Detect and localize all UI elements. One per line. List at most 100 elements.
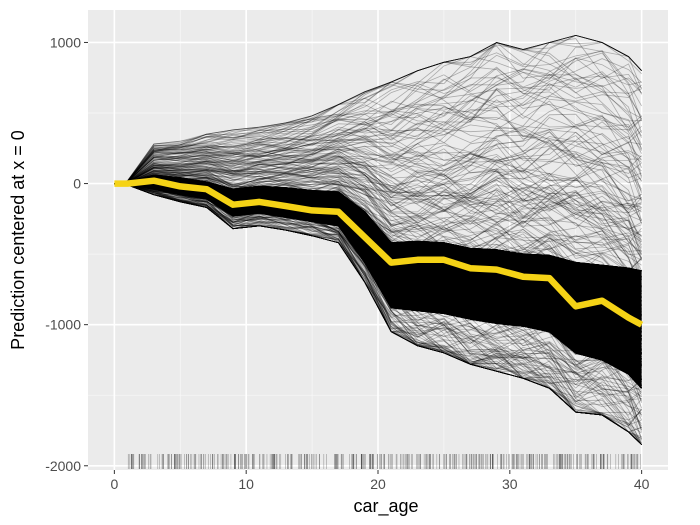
- ice-line: [114, 166, 642, 306]
- ice-line: [114, 134, 642, 184]
- ice-line: [114, 183, 642, 445]
- ice-line: [114, 68, 642, 184]
- ice-line: [114, 148, 642, 195]
- x-tick-label: 20: [370, 476, 386, 492]
- ice-line: [114, 183, 642, 439]
- ice-line: [114, 183, 642, 441]
- ice-line: [114, 78, 642, 184]
- ice-line: [114, 183, 642, 445]
- ice-lines: [114, 34, 643, 445]
- ice-line: [114, 162, 642, 242]
- ice-line: [114, 160, 642, 259]
- x-axis: 0 10 20 30 40: [110, 470, 650, 492]
- ice-line: [114, 89, 642, 184]
- ice-line: [114, 41, 642, 184]
- ice-line: [114, 121, 642, 224]
- y-axis-title: Prediction centered at x = 0: [8, 130, 28, 350]
- ice-line: [114, 118, 642, 184]
- ice-line: [114, 121, 642, 184]
- ice-line: [114, 74, 642, 184]
- ice-line: [114, 165, 642, 249]
- ice-line: [114, 183, 642, 398]
- ice-line: [114, 50, 642, 184]
- ice-line: [114, 160, 642, 281]
- ice-line: [114, 183, 642, 445]
- ice-line: [114, 183, 642, 384]
- ice-line: [114, 173, 642, 258]
- ice-line: [114, 131, 642, 202]
- ice-line: [114, 183, 642, 445]
- ice-line: [114, 183, 642, 445]
- ice-line: [114, 134, 642, 213]
- ice-line: [114, 157, 642, 231]
- ice-line: [114, 183, 642, 438]
- ice-line: [114, 42, 642, 184]
- ice-line: [114, 162, 642, 214]
- ice-line: [114, 77, 642, 184]
- ice-line: [114, 167, 642, 227]
- ice-line: [114, 125, 642, 200]
- ice-line: [114, 144, 642, 184]
- ice-line: [114, 183, 642, 445]
- x-tick-label: 10: [238, 476, 254, 492]
- ice-line: [114, 183, 642, 368]
- ice-line: [114, 183, 642, 396]
- ice-line: [114, 143, 642, 184]
- ice-line: [114, 183, 642, 445]
- y-tick-label: -2000: [45, 458, 81, 474]
- ice-line: [114, 168, 642, 226]
- ice-line: [114, 140, 642, 246]
- pdp-series-line: [114, 177, 644, 328]
- ice-line: [114, 42, 642, 184]
- ice-line: [114, 67, 642, 184]
- ice-line: [114, 155, 642, 252]
- ice-line: [114, 116, 642, 184]
- ice-line: [114, 183, 642, 445]
- ice-line: [114, 183, 642, 416]
- ice-line: [114, 114, 642, 184]
- ice-line: [114, 50, 642, 184]
- ice-line: [114, 183, 642, 421]
- ice-line: [114, 141, 642, 203]
- ice-line: [114, 109, 642, 184]
- ice-line: [114, 139, 642, 184]
- x-tick-label: 40: [634, 476, 650, 492]
- ice-line: [114, 160, 642, 220]
- ice-line: [114, 138, 642, 210]
- ice-line: [114, 183, 642, 445]
- ice-line: [114, 152, 642, 243]
- ice-line: [114, 34, 642, 184]
- ice-line: [114, 34, 642, 184]
- ice-line: [114, 163, 642, 280]
- ice-line: [114, 173, 642, 278]
- ice-line: [114, 183, 642, 429]
- ice-line: [114, 34, 642, 184]
- ice-line: [114, 164, 642, 266]
- pdp-line: [114, 177, 644, 328]
- ice-line: [114, 161, 642, 275]
- ice-line: [114, 183, 642, 445]
- ice-line: [114, 183, 642, 445]
- ice-line: [114, 113, 642, 201]
- ice-line: [114, 183, 642, 438]
- ice-line: [114, 154, 642, 253]
- ice-line: [114, 183, 642, 405]
- y-tick-label: 0: [73, 176, 81, 192]
- ice-line: [114, 34, 642, 184]
- ice-line: [114, 183, 642, 445]
- ice-line: [114, 183, 642, 445]
- ice-line: [114, 42, 642, 184]
- ice-line: [114, 183, 642, 445]
- ice-line: [114, 84, 642, 184]
- ice-line: [114, 73, 642, 184]
- ice-line: [114, 169, 642, 254]
- ice-line: [114, 183, 642, 445]
- ice-line: [114, 166, 642, 227]
- ice-line: [114, 34, 642, 184]
- ice-line: [114, 38, 642, 184]
- ice-line: [114, 183, 642, 445]
- ice-line: [114, 183, 642, 389]
- y-tick-label: 1000: [50, 34, 81, 50]
- ice-line: [114, 183, 642, 400]
